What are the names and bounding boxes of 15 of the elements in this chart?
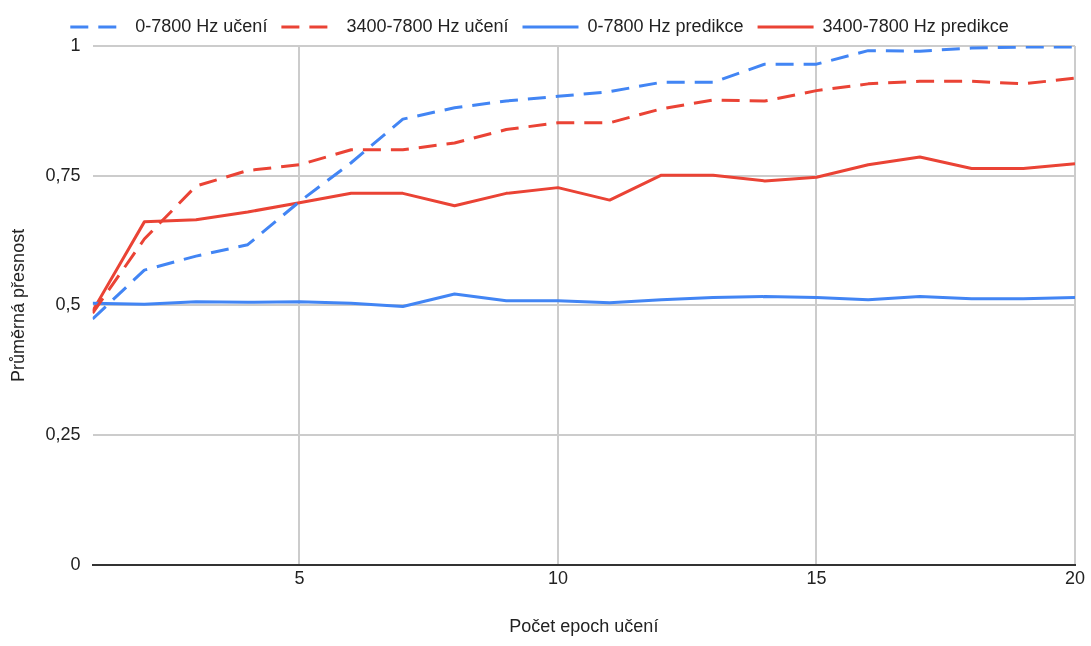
y-tick-label: 0,5 bbox=[55, 294, 81, 315]
legend-label: 3400-7800 Hz predikce bbox=[822, 15, 1009, 36]
x-tick-label: 10 bbox=[547, 567, 568, 588]
x-axis-title: Počet epoch učení bbox=[509, 616, 659, 637]
x-tick-label: 15 bbox=[806, 567, 827, 588]
legend-label: 0-7800 Hz učení bbox=[135, 15, 268, 36]
y-tick-label: 0,75 bbox=[45, 164, 81, 185]
x-tick-label: 20 bbox=[1064, 567, 1086, 588]
legend-label: 3400-7800 Hz učení bbox=[346, 15, 509, 36]
legend-label: 0-7800 Hz predikce bbox=[587, 15, 744, 36]
y-tick-label: 1 bbox=[70, 34, 81, 55]
y-tick-label: 0,25 bbox=[45, 424, 81, 445]
x-tick-label: 5 bbox=[294, 567, 305, 588]
y-axis-title: Průměrná přesnost bbox=[7, 228, 28, 382]
y-tick-label: 0 bbox=[70, 553, 81, 574]
